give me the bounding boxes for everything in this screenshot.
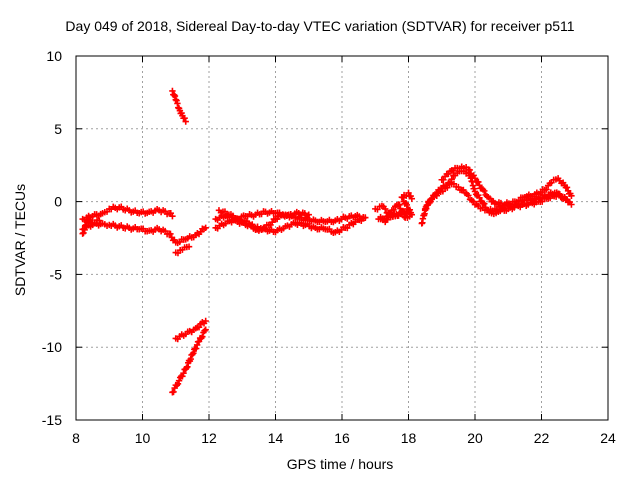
x-tick-label: 16 (334, 430, 350, 446)
data-point (475, 178, 482, 186)
data-point (80, 229, 87, 237)
data-point (440, 176, 447, 183)
data-point (174, 100, 181, 107)
data-point (481, 200, 488, 207)
data-point (382, 205, 389, 213)
data-point (202, 326, 209, 333)
data-point (390, 206, 397, 214)
data-point (261, 225, 269, 232)
data-point (426, 199, 433, 207)
x-axis-label: GPS time / hours (286, 456, 394, 472)
data-point (404, 205, 412, 213)
data-point (556, 191, 563, 198)
y-tick-label: 5 (54, 121, 62, 137)
y-tick-label: 0 (54, 194, 62, 210)
data-point (179, 373, 186, 380)
data-point (202, 317, 209, 325)
data-point (81, 225, 88, 233)
data-point (169, 87, 176, 95)
data-point (181, 114, 188, 122)
data-point (423, 205, 430, 212)
y-tick-label: 10 (46, 48, 62, 64)
data-point (184, 363, 191, 370)
x-tick-label: 22 (534, 430, 550, 446)
grid-lines (76, 56, 608, 420)
data-point (471, 175, 479, 182)
data-point (202, 224, 209, 232)
data-point (169, 212, 176, 220)
data-point (405, 206, 413, 214)
data-point (187, 355, 194, 363)
data-point (180, 370, 187, 377)
data-point (396, 201, 403, 209)
data-point (192, 345, 200, 352)
data-point (96, 217, 103, 224)
data-point (476, 194, 483, 202)
data-point (167, 230, 174, 238)
data-point (171, 92, 179, 100)
x-tick-label: 8 (72, 430, 80, 446)
data-point (193, 341, 201, 349)
chart-title: Day 049 of 2018, Sidereal Day-to-day VTE… (65, 18, 575, 34)
data-point (400, 198, 408, 205)
data-point (175, 377, 183, 384)
data-point (476, 182, 483, 189)
data-point (183, 364, 190, 371)
data-point (190, 350, 197, 357)
y-tick-label: -10 (42, 339, 62, 355)
data-point (564, 198, 572, 205)
x-tick-label: 14 (268, 430, 284, 446)
data-point (466, 166, 473, 174)
data-point (82, 221, 90, 229)
data-point (563, 184, 571, 191)
data-point (182, 118, 189, 125)
data-point (444, 184, 451, 191)
data-point (568, 201, 575, 208)
y-tick-label: -15 (42, 412, 62, 428)
data-point (170, 91, 178, 99)
x-tick-label: 18 (401, 430, 417, 446)
data-point (170, 388, 177, 396)
data-point (481, 187, 488, 195)
data-point (344, 224, 351, 232)
data-marks (79, 87, 575, 396)
x-tick-label: 24 (600, 430, 616, 446)
x-tick-label: 12 (201, 430, 217, 446)
y-axis-label: SDTVAR / TECUs (12, 183, 28, 297)
data-point (199, 333, 206, 340)
data-point (399, 208, 406, 215)
data-point (401, 213, 408, 220)
data-point (172, 96, 179, 103)
tick-labels: 8 10 12 14 16 18 20 22 24 -15 -10 -5 0 5 10 (42, 48, 616, 446)
x-tick-label: 20 (467, 430, 483, 446)
data-point (305, 211, 312, 218)
data-point (384, 216, 391, 223)
data-point (400, 209, 407, 216)
data-point (201, 327, 208, 335)
y-tick-label: -5 (50, 266, 63, 282)
data-point (185, 243, 193, 250)
x-tick-label: 10 (135, 430, 151, 446)
data-point (568, 192, 575, 199)
plot-frame (75, 55, 609, 421)
data-point (465, 192, 472, 199)
data-point (174, 380, 182, 388)
data-point (189, 351, 196, 358)
data-point (362, 214, 369, 221)
data-point (543, 186, 550, 193)
data-point (195, 324, 203, 331)
data-point (408, 195, 416, 202)
